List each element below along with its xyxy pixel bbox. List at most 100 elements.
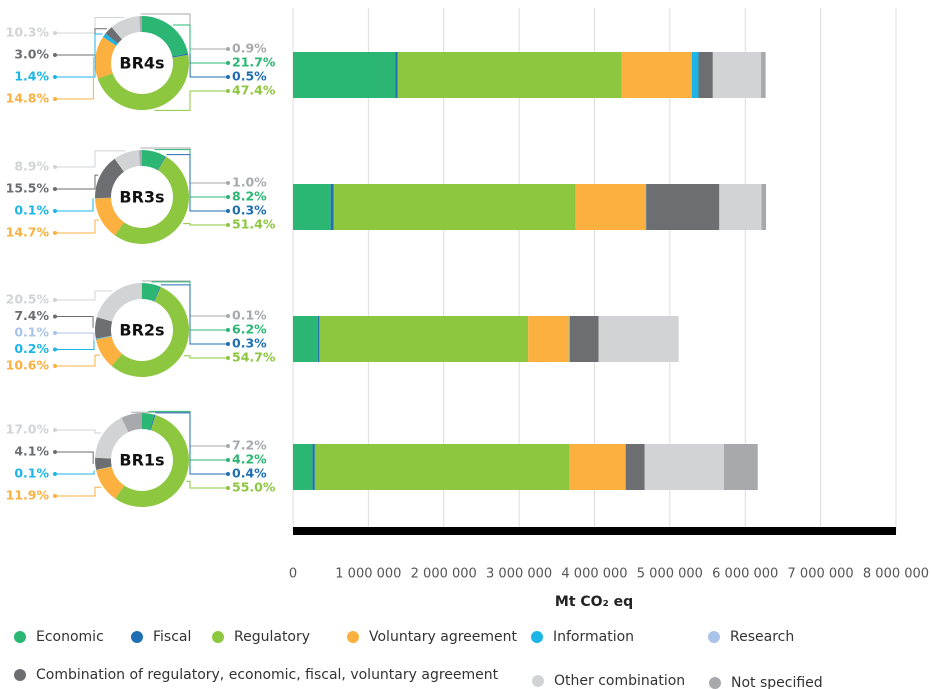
leader-dot <box>226 89 230 93</box>
bar-segment <box>677 316 679 362</box>
bar-segment <box>621 52 692 98</box>
x-tick-label: 7 000 000 <box>788 567 854 582</box>
donut-value-label: 0.5% <box>232 69 267 84</box>
leader-line <box>166 154 228 212</box>
legend-swatch <box>14 669 26 681</box>
leader-dot <box>226 328 230 332</box>
donut-slice <box>94 317 113 339</box>
donut-slice <box>150 414 156 431</box>
legend-label: Research <box>730 629 794 645</box>
donut-slice <box>95 336 123 366</box>
leader-line <box>55 470 95 475</box>
bar-segment <box>691 52 699 98</box>
donut-slice <box>157 156 166 171</box>
donut-value-label: 14.8% <box>6 91 50 106</box>
leader-dot <box>226 61 230 65</box>
leader-dot <box>53 97 57 101</box>
donut-slice <box>139 150 142 167</box>
donut-slice <box>115 414 190 507</box>
leader-dot <box>226 47 230 51</box>
leader-dot <box>53 450 57 454</box>
donut-slice <box>95 158 124 199</box>
leader-dot <box>226 486 230 490</box>
leader-dot <box>226 223 230 227</box>
leader-line <box>183 223 228 226</box>
donut-value-label: 20.5% <box>6 292 50 307</box>
leader-dot <box>53 165 57 169</box>
donut-value-label: 0.1% <box>14 325 49 340</box>
legend-label: Regulatory <box>234 629 310 645</box>
donut-slice <box>95 457 112 470</box>
donut-value-label: 0.1% <box>14 203 49 218</box>
donut-value-label: 1.0% <box>232 175 267 190</box>
donut-slice <box>172 53 189 58</box>
x-axis-title: Mt CO₂ eq <box>555 594 633 610</box>
legend-swatch <box>131 631 143 643</box>
donut-value-label: 14.7% <box>6 225 50 240</box>
leader-dot <box>226 472 230 476</box>
bar-segment <box>644 444 724 490</box>
donut-center-label: BR1s <box>119 451 164 470</box>
leader-line <box>55 354 100 367</box>
legend-swatch <box>532 675 544 687</box>
leader-line <box>55 290 113 301</box>
donut-value-label: 0.9% <box>232 41 267 56</box>
leader-dot <box>226 209 230 213</box>
donut-value-label: 21.7% <box>232 55 276 70</box>
legend-label: Economic <box>36 629 104 645</box>
leader-line <box>186 480 228 489</box>
leader-line <box>55 316 94 328</box>
donut-slice <box>96 283 142 322</box>
donut-value-label: 1.4% <box>14 69 49 84</box>
bar-segment <box>569 316 571 362</box>
leader-line <box>55 332 95 340</box>
donut-slice <box>111 16 141 40</box>
legend-label: Not specified <box>731 675 823 689</box>
bar-segment <box>312 444 315 490</box>
leader-dot <box>53 314 57 319</box>
leader-dot <box>53 472 57 476</box>
leader-dot <box>226 444 230 448</box>
donut-slice <box>96 466 125 499</box>
donut-value-label: 11.9% <box>6 488 50 503</box>
leader-line <box>161 284 228 345</box>
bar-segment <box>712 52 762 98</box>
leader-line <box>154 90 228 111</box>
leader-dot <box>53 494 57 498</box>
donut-slice <box>95 197 112 199</box>
donut-value-label: 0.4% <box>232 466 267 481</box>
donut-value-label: 4.2% <box>232 452 267 467</box>
legend-swatch <box>708 631 720 643</box>
leader-dot <box>226 75 230 79</box>
leader-line <box>55 339 95 350</box>
donut-center-label: BR3s <box>119 188 164 207</box>
leader-dot <box>53 231 57 235</box>
leader-dot <box>226 342 230 346</box>
legend-label: Other combination <box>554 673 685 689</box>
leader-line <box>55 56 94 100</box>
donut-slice <box>142 413 155 431</box>
donut-slice <box>96 466 112 471</box>
bar-segment <box>528 316 569 362</box>
leader-dot <box>53 209 57 213</box>
bar-segment <box>319 316 529 362</box>
leader-dot <box>226 195 230 199</box>
bar-segment <box>645 184 647 230</box>
legend-swatch <box>212 631 224 643</box>
donut-slice <box>139 16 142 33</box>
donut-value-label: 0.3% <box>232 203 267 218</box>
donut-value-label: 0.1% <box>14 466 49 481</box>
donut-slice <box>95 335 112 340</box>
donut-value-label: 54.7% <box>232 350 276 365</box>
legend-swatch <box>347 631 359 643</box>
leader-dot <box>53 347 57 352</box>
x-tick-label: 6 000 000 <box>712 567 778 582</box>
donut-value-label: 0.1% <box>232 308 267 323</box>
donut-value-label: 10.3% <box>6 25 50 40</box>
legend-swatch <box>531 631 543 643</box>
x-tick-label: 0 <box>289 567 297 582</box>
donut-slice <box>95 335 112 340</box>
leader-dot <box>53 364 57 368</box>
bar-segment <box>397 52 622 98</box>
